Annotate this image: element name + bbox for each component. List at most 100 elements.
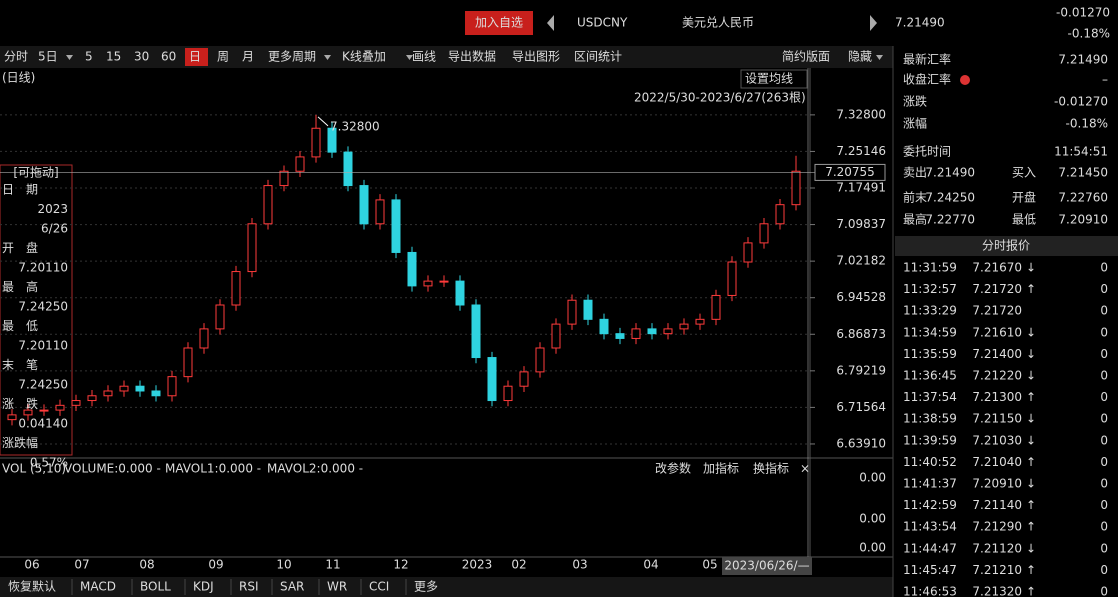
toolbar-item[interactable]: 周	[217, 50, 229, 64]
toolbar-right-item[interactable]: 简约版面	[782, 49, 830, 64]
indicator-tab[interactable]: 恢复默认	[8, 579, 56, 594]
cursor-price-box	[814, 163, 886, 181]
candle-body	[775, 204, 785, 225]
toolbar-item[interactable]: 更多周期	[268, 50, 316, 64]
quote-label: 最高	[903, 212, 927, 227]
quote-label: 最低	[1012, 213, 1036, 227]
tick-arrow: ↑	[1026, 282, 1036, 296]
period-label: (日线)	[2, 71, 35, 85]
close-button[interactable]: ×	[800, 462, 810, 476]
volume-button[interactable]: 加指标	[703, 461, 739, 476]
help-icon[interactable]	[960, 75, 970, 85]
tick-price: 7.20910	[972, 477, 1022, 491]
candle-body	[199, 328, 209, 349]
indicator-tab[interactable]: CCI	[369, 580, 389, 594]
quote-value: 7.20910	[1058, 213, 1108, 227]
info-label: 末 笔	[2, 357, 38, 372]
candle-body	[135, 385, 145, 392]
volume-axis-label: 0.00	[859, 471, 886, 485]
tick-price: 7.21120	[972, 541, 1022, 555]
toolbar-right-item[interactable]: 隐藏	[848, 50, 872, 64]
indicator-tab[interactable]: WR	[327, 580, 347, 594]
info-value: 6/26	[41, 222, 68, 236]
tick-time: 11:34:59	[903, 325, 957, 339]
next-arrow[interactable]	[870, 15, 877, 31]
ma-button-box[interactable]	[740, 69, 808, 89]
tick-volume: 0	[1100, 412, 1108, 426]
candle-body	[343, 151, 353, 187]
quote-value: 7.21450	[1058, 166, 1108, 180]
tick-volume: 0	[1100, 390, 1108, 404]
quote-label: 委托时间	[903, 145, 951, 159]
tick-price: 7.21030	[972, 433, 1022, 447]
indicator-tab[interactable]: KDJ	[193, 580, 214, 594]
candle-body	[599, 318, 609, 335]
candle-body	[359, 185, 369, 225]
watch-button-bg[interactable]	[465, 11, 533, 35]
toolbar-item[interactable]: 导出数据	[448, 49, 496, 64]
toolbar-item[interactable]: 15	[106, 50, 121, 64]
volume-button[interactable]: 改参数	[655, 461, 691, 476]
quote-label: 卖出	[903, 166, 927, 180]
tick-time: 11:37:54	[903, 390, 957, 404]
tick-volume: 0	[1100, 347, 1108, 361]
dropdown-arrow	[324, 55, 331, 60]
indicator-tab[interactable]: BOLL	[140, 580, 171, 594]
symbol-name: 美元兑人民币	[682, 16, 754, 30]
volume-button[interactable]: 换指标	[753, 461, 789, 476]
candle-body	[87, 395, 97, 402]
quote-label: 最新汇率	[903, 52, 951, 67]
quote-value: 7.21490	[925, 166, 975, 180]
watch-button[interactable]: 加入自选	[475, 16, 523, 30]
candle-body	[23, 409, 33, 416]
quote-value: 7.24250	[925, 191, 975, 205]
tick-arrow: ↑	[1026, 390, 1036, 404]
toolbar-item[interactable]: 日	[189, 50, 201, 64]
indicator-tab[interactable]: SAR	[280, 580, 304, 594]
prev-arrow[interactable]	[547, 15, 554, 31]
last-price: 7.21490	[895, 16, 945, 30]
info-value: 7.20110	[18, 339, 68, 353]
info-label: 最 高	[2, 279, 38, 294]
tick-price: 7.21210	[972, 563, 1022, 577]
info-value: 2023	[37, 202, 68, 216]
tabs-bg	[0, 577, 893, 597]
toolbar-item[interactable]: 5日	[38, 50, 58, 64]
tick-time: 11:39:59	[903, 433, 957, 447]
ma-button[interactable]: 设置均线	[745, 72, 793, 86]
x-tick-label: 11	[325, 558, 340, 572]
quote-value: -0.18%	[1066, 117, 1108, 131]
tick-time: 11:45:47	[903, 563, 957, 577]
symbol: USDCNY	[577, 16, 628, 30]
candle-body	[535, 347, 545, 373]
toolbar-item[interactable]: 60	[161, 50, 176, 64]
toolbar-item[interactable]: K线叠加	[342, 50, 386, 64]
max-label: 7.32800	[330, 119, 380, 133]
toolbar-item[interactable]: 区间统计	[574, 50, 622, 64]
quote-value: 7.22770	[925, 213, 975, 227]
tick-time: 11:31:59	[903, 261, 957, 275]
info-label: 涨跌幅	[2, 435, 38, 450]
toolbar-item[interactable]: 分时	[4, 50, 28, 64]
indicator-tab[interactable]: MACD	[80, 580, 116, 594]
quote-label: 开盘	[1012, 190, 1036, 205]
info-value: 0.57%	[30, 456, 68, 470]
y-tick-label: 6.79219	[836, 363, 886, 377]
indicator-tab[interactable]: 更多	[414, 580, 438, 594]
candle-body	[567, 299, 577, 325]
toolbar-item[interactable]: 月	[242, 50, 254, 64]
toolbar-item[interactable]: 30	[134, 50, 149, 64]
active-period-bg	[185, 48, 208, 66]
indicator-tab[interactable]: RSI	[239, 580, 259, 594]
candle-body	[647, 328, 657, 335]
tick-price: 7.21610	[972, 325, 1022, 339]
candle-body	[295, 156, 305, 172]
candle-body	[727, 261, 737, 296]
toolbar-item[interactable]: 5	[85, 50, 93, 64]
tick-time: 11:41:37	[903, 477, 957, 491]
toolbar-item[interactable]: 画线	[412, 50, 436, 64]
candle-body	[279, 170, 289, 187]
toolbar-item[interactable]: 导出图形	[512, 50, 560, 64]
